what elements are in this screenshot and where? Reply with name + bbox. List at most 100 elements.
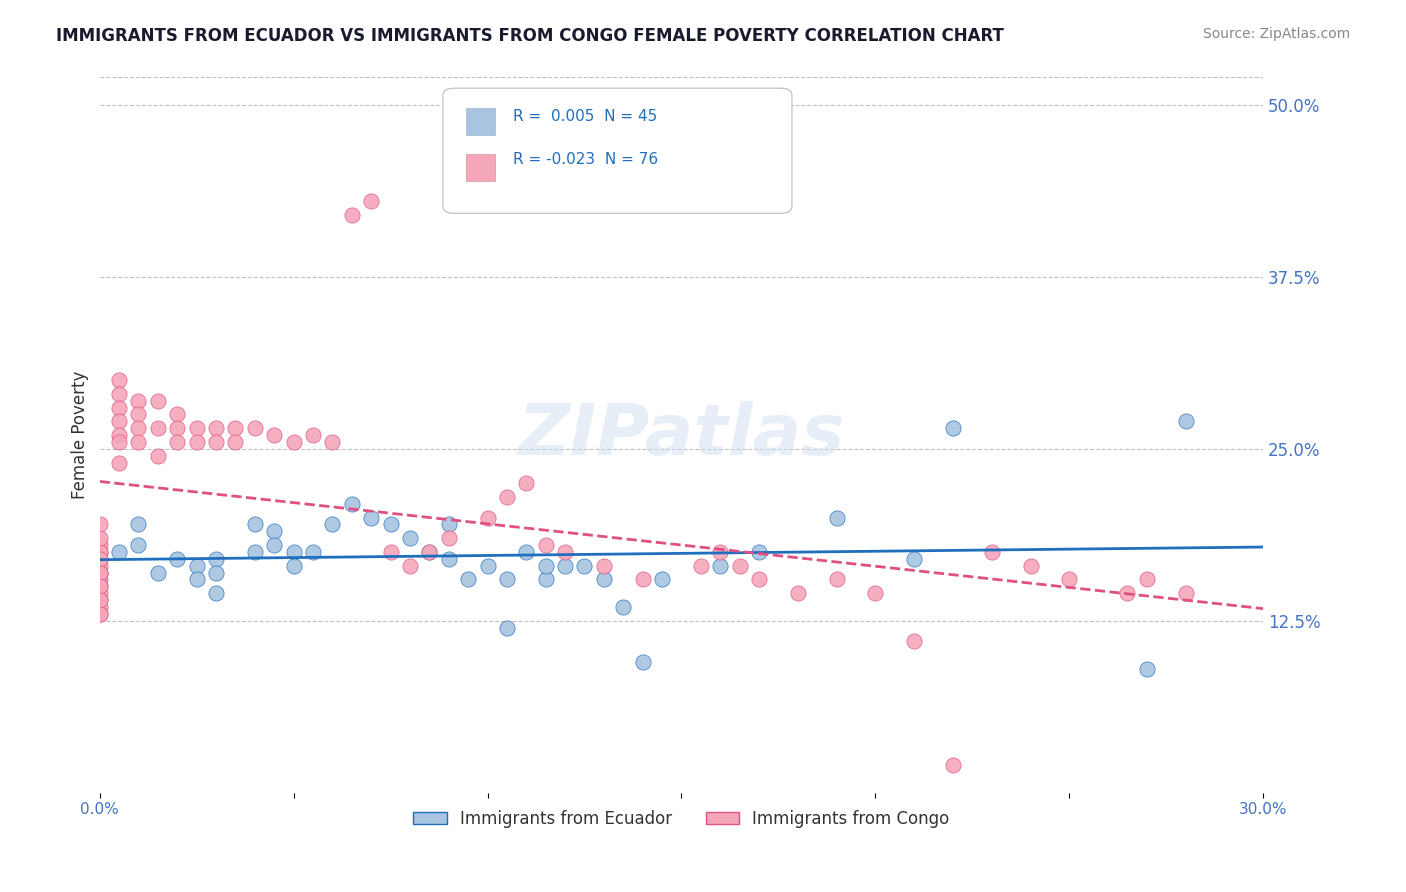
Point [146, 449, 169, 463]
Legend: Immigrants from Ecuador, Immigrants from Congo: Immigrants from Ecuador, Immigrants from… [406, 803, 956, 834]
Point [89, 551, 111, 566]
Point [477, 558, 499, 573]
Point [89, 593, 111, 607]
Point [205, 421, 228, 435]
Point [437, 531, 460, 545]
Point [360, 194, 382, 209]
Point [243, 517, 266, 532]
Point [709, 558, 731, 573]
Point [89, 551, 111, 566]
Point [437, 517, 460, 532]
Point [825, 573, 848, 587]
Point [127, 393, 149, 408]
Point [574, 558, 596, 573]
Point [825, 510, 848, 524]
FancyBboxPatch shape [467, 108, 495, 135]
Point [496, 573, 519, 587]
Point [224, 421, 246, 435]
Point [612, 599, 634, 614]
Point [515, 476, 537, 491]
Point [89, 517, 111, 532]
FancyBboxPatch shape [467, 154, 495, 181]
Point [89, 573, 111, 587]
Point [980, 545, 1002, 559]
Point [903, 551, 925, 566]
Point [89, 545, 111, 559]
Point [631, 573, 654, 587]
Point [89, 579, 111, 593]
Point [748, 573, 770, 587]
Point [321, 517, 343, 532]
Point [631, 655, 654, 669]
Point [942, 421, 965, 435]
Point [1136, 662, 1159, 676]
Point [108, 434, 131, 449]
Point [146, 421, 169, 435]
Point [166, 421, 188, 435]
Point [205, 586, 228, 600]
Point [89, 566, 111, 580]
Text: R = -0.023  N = 76: R = -0.023 N = 76 [513, 153, 658, 167]
Point [108, 456, 131, 470]
Point [263, 524, 285, 539]
Point [554, 545, 576, 559]
Point [186, 434, 208, 449]
Point [186, 573, 208, 587]
Text: ZIPatlas: ZIPatlas [517, 401, 845, 469]
Point [592, 558, 614, 573]
Point [477, 510, 499, 524]
Point [89, 566, 111, 580]
Point [1136, 573, 1159, 587]
Point [418, 545, 440, 559]
Point [108, 401, 131, 415]
Point [942, 758, 965, 772]
Point [166, 408, 188, 422]
Point [166, 434, 188, 449]
Point [283, 545, 305, 559]
Point [534, 538, 557, 552]
Point [243, 545, 266, 559]
Point [457, 573, 479, 587]
Point [728, 558, 751, 573]
Point [89, 599, 111, 614]
Point [127, 434, 149, 449]
Point [108, 428, 131, 442]
Point [321, 434, 343, 449]
Point [89, 607, 111, 621]
Point [709, 545, 731, 559]
Y-axis label: Female Poverty: Female Poverty [72, 371, 89, 500]
Point [534, 558, 557, 573]
Point [146, 566, 169, 580]
Point [380, 517, 402, 532]
Point [302, 428, 325, 442]
Point [1019, 558, 1042, 573]
Point [515, 545, 537, 559]
Point [786, 586, 808, 600]
Point [108, 386, 131, 401]
Point [689, 558, 711, 573]
Point [651, 573, 673, 587]
Point [205, 566, 228, 580]
Point [89, 538, 111, 552]
Point [127, 538, 149, 552]
Point [380, 545, 402, 559]
Point [146, 393, 169, 408]
Point [592, 573, 614, 587]
Point [205, 434, 228, 449]
Point [186, 421, 208, 435]
Point [263, 538, 285, 552]
Point [748, 545, 770, 559]
Point [89, 586, 111, 600]
Point [283, 558, 305, 573]
Point [399, 558, 422, 573]
Point [418, 545, 440, 559]
Point [89, 579, 111, 593]
Point [496, 621, 519, 635]
Point [108, 545, 131, 559]
Point [1174, 586, 1197, 600]
Point [127, 517, 149, 532]
Point [89, 607, 111, 621]
Point [283, 434, 305, 449]
Point [903, 634, 925, 648]
Point [360, 510, 382, 524]
